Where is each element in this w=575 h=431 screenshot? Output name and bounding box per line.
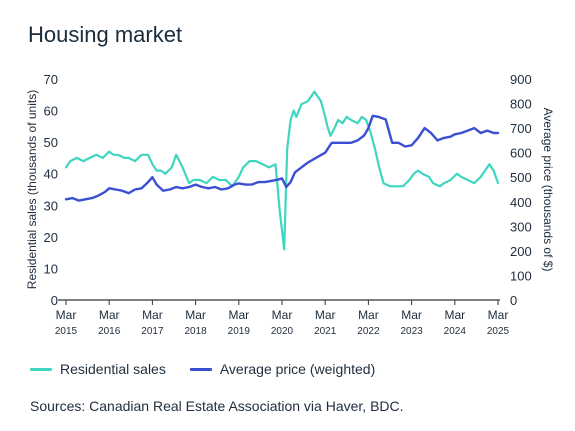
x-tick-label: Mar: [142, 308, 163, 322]
x-tick-year-label: 2018: [184, 326, 207, 337]
x-tick-year-label: 2016: [98, 326, 121, 337]
x-tick-year-label: 2020: [271, 326, 294, 337]
x-tick-label: Mar: [272, 308, 293, 322]
x-tick-year-label: 2019: [228, 326, 251, 337]
series-average-price: [64, 114, 500, 202]
source-note: Sources: Canadian Real Estate Associatio…: [30, 398, 404, 414]
x-tick-year-label: 2017: [141, 326, 164, 337]
y-right-tick-label: 900: [510, 72, 532, 87]
x-tick-year-label: 2022: [357, 326, 380, 337]
y-left-tick-label: 50: [44, 135, 58, 150]
average-price-line: [64, 114, 500, 202]
y-right-tick-label: 200: [510, 244, 532, 259]
y-left-tick-label: 30: [44, 198, 58, 213]
legend-swatch-average-price: [189, 367, 212, 371]
legend-item-average-price: Average price (weighted): [189, 361, 376, 377]
x-tick-label: Mar: [228, 308, 249, 322]
y-right-tick-label: 500: [510, 170, 532, 185]
y-right-tick-label: 0: [510, 293, 517, 308]
y-left-axis-title: Residential sales (thousands of units): [25, 90, 39, 289]
series-residential-sales: [64, 90, 500, 251]
y-left-tick-label: 60: [44, 104, 58, 119]
x-tick-label: Mar: [401, 308, 422, 322]
x-tick-label: Mar: [185, 308, 206, 322]
y-right-tick-label: 400: [510, 195, 532, 210]
y-left-tick-label: 40: [44, 167, 58, 182]
y-left-tick-label: 10: [44, 261, 58, 276]
legend-swatch-residential-sales: [30, 367, 52, 371]
legend-item-residential-sales: Residential sales: [30, 361, 166, 377]
residential-sales-line: [64, 90, 500, 251]
y-right-tick-label: 800: [510, 97, 532, 112]
x-tick-label: Mar: [488, 308, 509, 322]
chart-title: Housing market: [28, 22, 183, 47]
y-right-tick-label: 300: [510, 219, 532, 234]
y-right-tick-label: 100: [510, 268, 532, 283]
x-tick-label: Mar: [358, 308, 379, 322]
y-left-tick-label: 70: [44, 72, 58, 87]
x-tick-year-label: 2015: [55, 326, 78, 337]
x-tick-year-label: 2023: [400, 326, 423, 337]
x-tick-label: Mar: [56, 308, 77, 322]
legend: Residential sales Average price (weighte…: [30, 361, 399, 377]
legend-label-average-price: Average price (weighted): [219, 361, 376, 377]
axes-group: 0102030405060700100200300400500600700800…: [25, 72, 555, 337]
x-tick-label: Mar: [99, 308, 120, 322]
y-right-tick-label: 700: [510, 121, 532, 136]
x-tick-year-label: 2025: [487, 326, 510, 337]
y-right-tick-label: 600: [510, 146, 532, 161]
y-left-tick-label: 0: [51, 293, 58, 308]
y-left-tick-label: 20: [44, 230, 58, 245]
x-tick-year-label: 2021: [314, 326, 337, 337]
legend-label-residential-sales: Residential sales: [60, 361, 166, 377]
x-tick-year-label: 2024: [444, 326, 467, 337]
x-tick-label: Mar: [444, 308, 465, 322]
x-tick-label: Mar: [315, 308, 336, 322]
y-right-axis-title: Average price (thousands of $): [541, 108, 555, 272]
